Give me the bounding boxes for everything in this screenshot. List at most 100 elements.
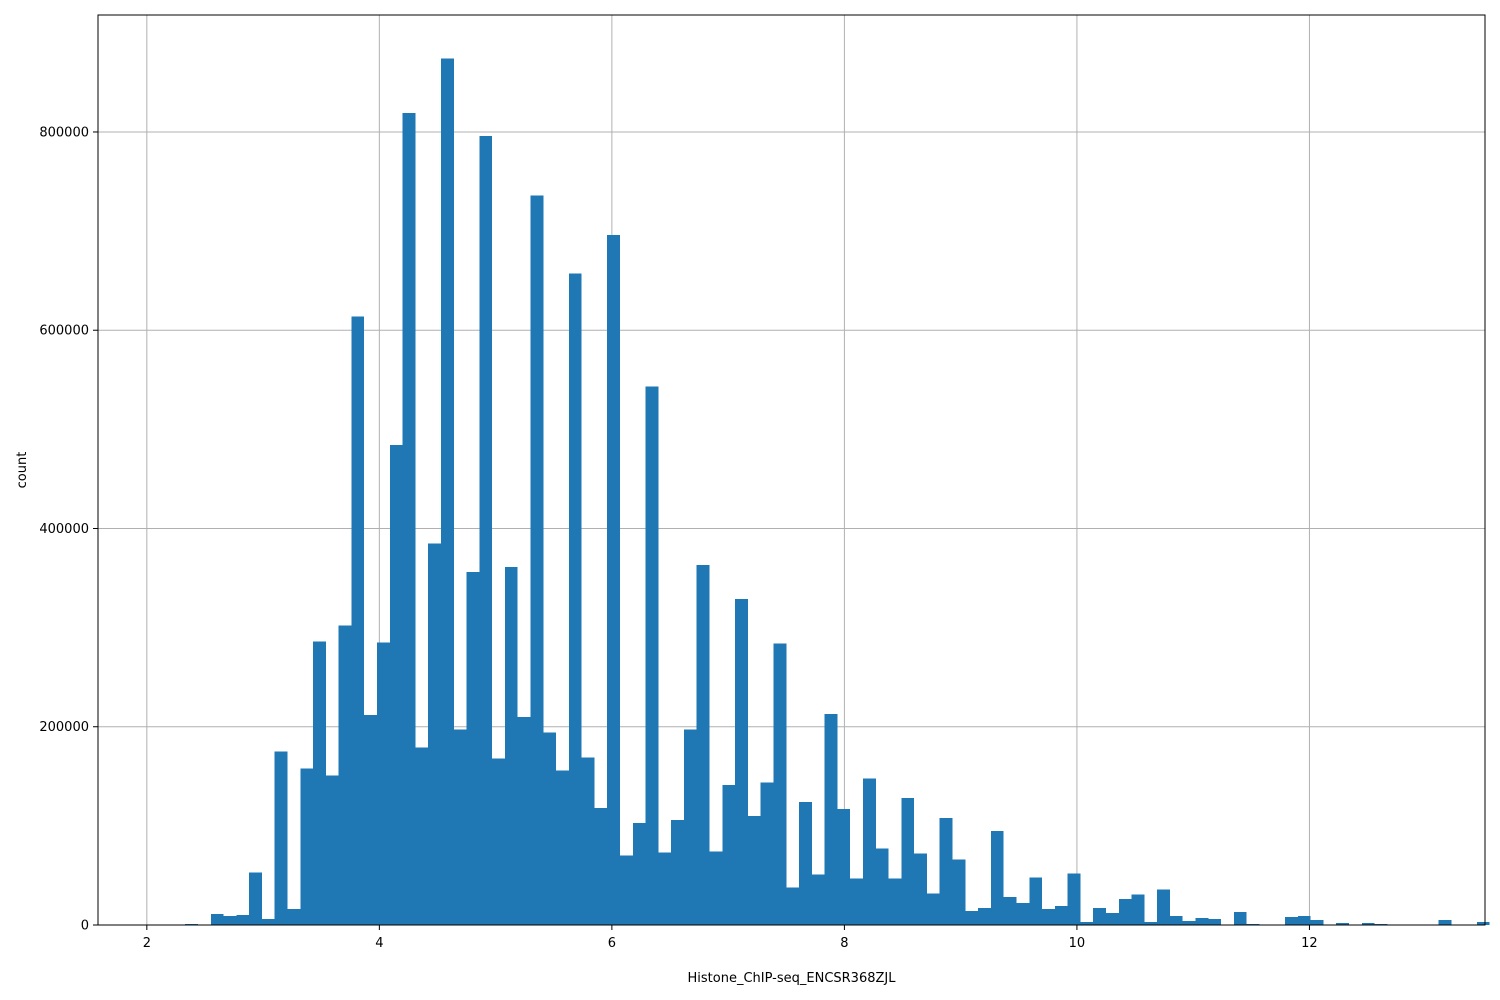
histogram-bar: [1016, 903, 1030, 925]
histogram-bar: [632, 822, 646, 925]
histogram-bar: [543, 732, 557, 925]
histogram-bar: [837, 809, 851, 925]
histogram-bar: [236, 915, 250, 925]
y-axis-label: count: [15, 452, 30, 489]
x-tick-label: 2: [143, 936, 151, 951]
histogram-bar: [210, 914, 224, 925]
histogram-bar: [1361, 923, 1375, 925]
histogram-bar: [479, 135, 493, 925]
x-tick-label: 12: [1301, 936, 1318, 951]
histogram-bar: [377, 642, 390, 925]
histogram-bar: [364, 714, 378, 925]
histogram-bar: [1131, 894, 1145, 925]
histogram-bar: [594, 808, 608, 925]
histogram-bar: [504, 567, 518, 925]
histogram-bar: [338, 625, 352, 925]
histogram-bar: [1233, 912, 1247, 925]
histogram-bar: [581, 757, 595, 925]
histogram-bar: [1080, 922, 1094, 925]
y-tick-label: 800000: [39, 125, 89, 140]
histogram-bar: [415, 747, 429, 925]
histogram-bar: [1208, 919, 1222, 925]
histogram-bar: [325, 775, 339, 925]
histogram-bar: [1438, 920, 1452, 925]
x-tick-label: 4: [375, 936, 383, 951]
tick-layer: 2 4 6 8 10 12 0 200000 400000 600000 800000: [39, 125, 1317, 951]
histogram-bar: [773, 643, 787, 925]
histogram-bar: [1093, 908, 1106, 925]
histogram-bar: [683, 729, 697, 925]
histogram-bar: [402, 113, 416, 925]
histogram-bar: [428, 543, 441, 925]
histogram-bar: [696, 565, 710, 925]
histogram-bar: [914, 853, 927, 925]
histogram-bar: [300, 768, 314, 925]
y-tick-label: 600000: [39, 324, 89, 339]
histogram-bar: [1297, 916, 1311, 925]
x-tick-label: 8: [840, 936, 848, 951]
histogram-bar: [517, 716, 531, 925]
histogram-bar: [1067, 873, 1081, 925]
histogram-bar: [926, 893, 940, 925]
histogram-bar: [952, 859, 966, 925]
histogram-bar: [901, 798, 915, 925]
histogram-bar: [799, 802, 812, 925]
histogram-bar: [556, 770, 569, 925]
histogram-bar: [607, 235, 621, 925]
bar-layer: [185, 58, 1490, 926]
histogram-bar: [274, 751, 288, 925]
histogram-bar: [978, 908, 991, 925]
histogram-bar: [313, 641, 326, 925]
histogram-bar: [466, 572, 480, 925]
histogram-bar: [1003, 897, 1017, 925]
histogram-bar: [990, 830, 1004, 925]
histogram-bar: [530, 195, 544, 925]
histogram-bar: [453, 729, 467, 925]
histogram-bar: [1054, 906, 1068, 925]
histogram-bar: [671, 819, 684, 925]
histogram-bar: [261, 919, 275, 925]
histogram-bar: [645, 386, 659, 925]
histogram-bar: [223, 916, 237, 925]
histogram-bar: [440, 58, 454, 925]
histogram-bar: [492, 758, 505, 925]
histogram-bar: [888, 878, 902, 925]
histogram-bar: [249, 872, 262, 925]
histogram-bar: [875, 848, 889, 925]
histogram-bar: [722, 785, 736, 925]
histogram-bar: [389, 445, 403, 925]
histogram-bar: [811, 874, 825, 925]
histogram-bar: [351, 316, 365, 925]
y-tick-label: 0: [81, 919, 89, 934]
histogram-bar: [1310, 920, 1324, 925]
histogram-bar: [1182, 921, 1196, 925]
histogram-bar: [1105, 913, 1119, 925]
histogram-bar: [1144, 922, 1158, 925]
histogram-bar: [287, 909, 301, 925]
histogram-bar: [709, 851, 723, 925]
histogram-bar: [735, 598, 748, 925]
histogram-bar: [747, 815, 761, 925]
y-tick-label: 200000: [39, 720, 89, 735]
y-tick-label: 400000: [39, 522, 89, 537]
histogram-bar: [863, 778, 876, 925]
histogram-bar: [1336, 923, 1349, 925]
histogram-bar: [786, 887, 800, 925]
x-tick-label: 10: [1069, 936, 1086, 951]
histogram-bar: [850, 878, 864, 925]
x-axis-label: Histone_ChIP-seq_ENCSR368ZJL: [688, 971, 897, 986]
histogram-bar: [620, 855, 633, 925]
histogram-bar: [1029, 877, 1043, 925]
histogram-bar: [939, 817, 953, 925]
histogram-bar: [1169, 916, 1183, 925]
histogram-bar: [1042, 909, 1055, 925]
histogram-bar: [965, 911, 979, 925]
histogram-bar: [760, 782, 774, 925]
histogram-bar: [568, 273, 582, 926]
x-tick-label: 6: [608, 936, 616, 951]
histogram-bar: [824, 713, 838, 925]
histogram-bar: [658, 852, 672, 925]
histogram-bar: [1476, 922, 1490, 925]
histogram-bar: [1118, 899, 1132, 925]
